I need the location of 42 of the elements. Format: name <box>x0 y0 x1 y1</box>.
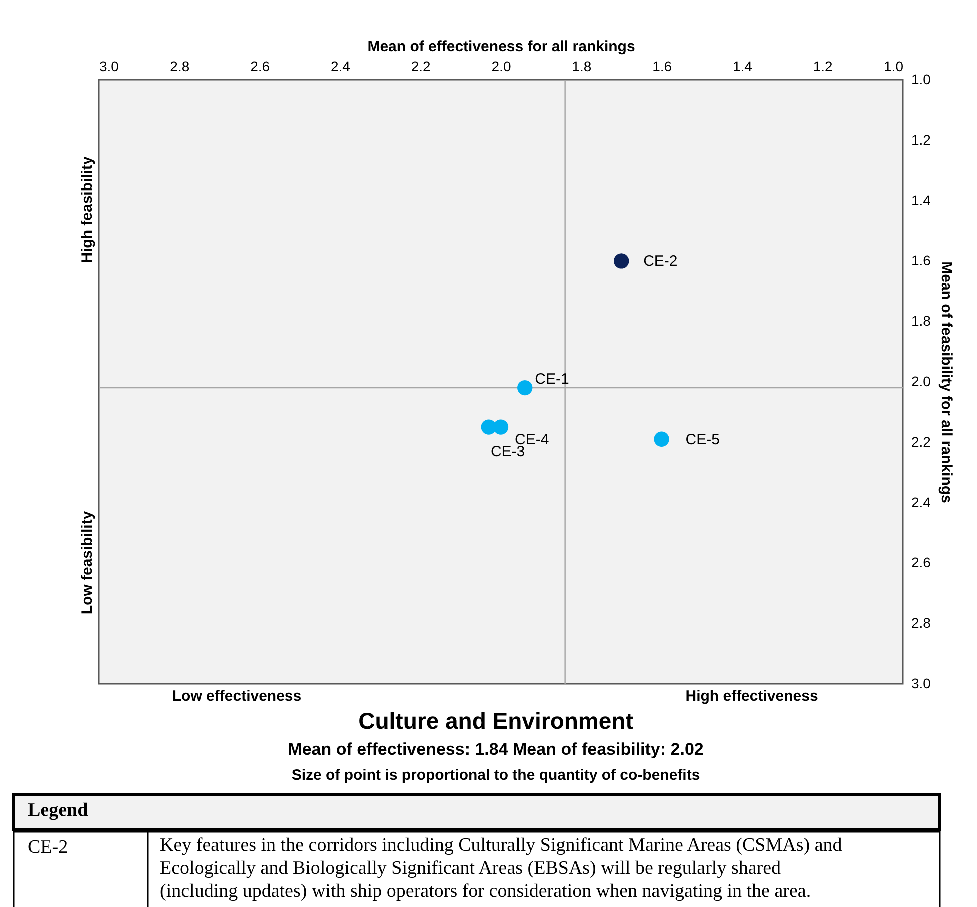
y-axis-title: Mean of feasibility for all rankings <box>938 262 955 504</box>
y-tick-label: 2.2 <box>912 434 932 450</box>
text: Size of point is proportional to the quantity of co-benefits <box>292 767 700 784</box>
point <box>493 420 509 435</box>
point <box>654 432 670 447</box>
series-label: CE-3 <box>490 443 526 460</box>
text: Low effectiveness <box>172 688 302 705</box>
text: Mean of effectiveness: 1.84 Mean of feasibility: 2.02 <box>288 740 704 759</box>
text: Culture and Environment <box>358 708 634 734</box>
y-tick-label: 1.6 <box>912 252 932 269</box>
x-tick-label: 2.4 <box>330 58 351 74</box>
x-tick-label: 2.6 <box>250 58 270 74</box>
x-tick-label: 2.8 <box>170 58 190 74</box>
x-tick-label: 1.2 <box>813 58 834 74</box>
x-axis-title: Mean of effectiveness for all rankings <box>368 38 636 56</box>
x-tick-label: 1.6 <box>652 58 672 74</box>
y-tick-label: 1.2 <box>912 132 932 148</box>
point <box>614 254 630 269</box>
x-tick-label: 1.0 <box>884 58 904 74</box>
text: High effectiveness <box>686 688 818 705</box>
y-tick-label: 1.4 <box>912 192 932 208</box>
text: Legend <box>28 800 89 821</box>
y-tick-label: 2.6 <box>912 554 932 571</box>
y-tick-label: 2.0 <box>912 374 932 390</box>
text: CE-2 <box>28 837 68 858</box>
y-tick-label: 3.0 <box>912 676 932 692</box>
x-tick-label: 2.2 <box>411 58 432 74</box>
x-tick-label: 3.0 <box>100 58 120 74</box>
x-tick-label: 1.8 <box>572 58 592 74</box>
series-label: CE-2 <box>644 253 678 270</box>
y-tick-label: 1.0 <box>912 72 932 88</box>
y-tick-label: 2.4 <box>912 494 932 510</box>
x-tick-label: 1.4 <box>732 58 753 74</box>
y-tick-label: 1.8 <box>912 313 932 330</box>
series-label: CE-1 <box>535 371 570 388</box>
text: Key features in the corridors including Culturally Significant Marine Areas (CSMAs) and Ecologically and Biologically Significant Areas (EBSAs) will be regularly shared (including updates) with ship operators for consideration when navigating in the area. <box>160 835 843 902</box>
text: Low feasibility <box>79 510 96 615</box>
point <box>518 380 533 396</box>
series-label: CE-5 <box>686 431 720 448</box>
text: High feasibility <box>79 156 96 264</box>
x-tick-label: 2.0 <box>492 58 512 74</box>
y-tick-label: 2.8 <box>912 615 932 632</box>
